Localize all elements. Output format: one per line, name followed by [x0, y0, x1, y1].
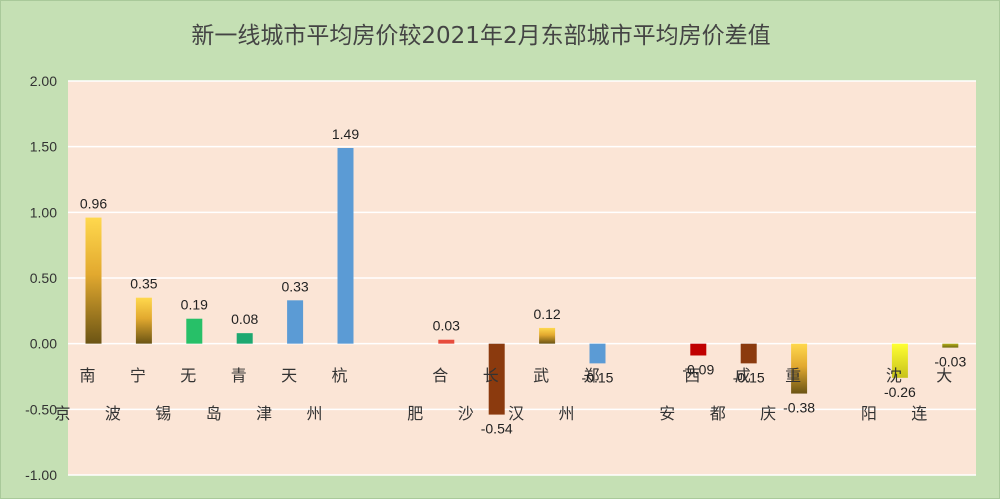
y-tick-label: -1.00 [25, 467, 57, 483]
category-label-char: 州 [306, 404, 322, 423]
data-label: 0.19 [181, 297, 208, 313]
data-label: 0.03 [433, 318, 460, 334]
bar [589, 343, 606, 364]
category-label-char: 沙 [458, 404, 474, 423]
category-label-char: 汉 [508, 404, 524, 423]
category-label-char: 连 [911, 404, 927, 423]
category-label-char: 京 [54, 404, 70, 423]
data-label: 0.33 [281, 278, 308, 294]
category-label-char: 长 [483, 366, 499, 385]
category-label-char: 重 [785, 366, 801, 385]
bar [488, 343, 505, 415]
bar [236, 333, 253, 344]
bar [287, 300, 304, 344]
category-label-char: 肥 [407, 404, 423, 423]
category-label-char: 都 [710, 404, 726, 423]
data-label: -0.38 [783, 400, 815, 416]
category-label-char: 杭 [331, 366, 347, 385]
category-label-char: 青 [231, 366, 247, 385]
gridlines [68, 80, 976, 476]
data-label: -0.15 [733, 369, 765, 385]
category-label-char: 锡 [155, 404, 171, 423]
category-label-char: 沈 [886, 366, 902, 385]
bar [891, 343, 908, 378]
bar [85, 217, 102, 344]
bar [740, 343, 757, 364]
y-tick-label: 0.00 [30, 336, 57, 352]
category-label-char: 大 [936, 366, 952, 385]
data-label: 0.08 [231, 311, 258, 327]
bar [135, 297, 152, 344]
bar [337, 147, 354, 344]
data-label: -0.09 [682, 361, 714, 377]
category-label-char: 西 [684, 366, 700, 385]
category-label-char: 津 [256, 404, 272, 423]
data-label: -0.15 [582, 369, 614, 385]
bar [690, 343, 707, 356]
category-label-char: 南 [79, 366, 95, 385]
category-label-char: 郑 [583, 366, 599, 385]
y-tick-label: 1.50 [30, 139, 57, 155]
chart-title: 新一线城市平均房价较2021年2月东部城市平均房价差值 [191, 23, 770, 49]
y-tick-label: 1.00 [30, 204, 57, 220]
bar [186, 318, 203, 344]
category-label-char: 天 [281, 366, 297, 385]
bar [438, 339, 455, 344]
category-label-char: 宁 [130, 366, 146, 385]
data-label: -0.54 [481, 421, 513, 437]
bar [942, 343, 959, 348]
bar-series [85, 147, 959, 415]
data-label: 0.96 [80, 196, 107, 212]
data-labels: 0.96 0.35 0.19 0.08 0.33 1.49 0.03 -0.54 0.12 -0.… [80, 126, 967, 437]
category-label-char: 无 [180, 366, 196, 385]
data-label: 0.35 [130, 276, 157, 292]
category-label-char: 庆 [760, 404, 776, 423]
data-label: -0.03 [934, 354, 966, 370]
category-label-char: 安 [659, 404, 675, 423]
bar [539, 327, 556, 344]
data-label: 1.49 [332, 126, 359, 142]
category-label-char: 合 [432, 366, 448, 385]
y-tick-label: 2.00 [30, 73, 57, 89]
data-label: 0.12 [533, 306, 560, 322]
category-label-char: 州 [558, 404, 574, 423]
y-tick-label: -0.50 [25, 401, 57, 417]
category-label-char: 阳 [861, 404, 877, 423]
category-label-char: 成 [735, 366, 751, 385]
bar [791, 343, 808, 394]
y-tick-label: 0.50 [30, 270, 57, 286]
category-label-char: 岛 [206, 404, 222, 423]
y-axis: 2.00 1.50 1.00 0.50 0.00 -0.50 -1.00 [25, 73, 57, 483]
category-label-char: 波 [105, 404, 121, 423]
category-label-char: 武 [533, 366, 549, 385]
data-label: -0.26 [884, 384, 916, 400]
